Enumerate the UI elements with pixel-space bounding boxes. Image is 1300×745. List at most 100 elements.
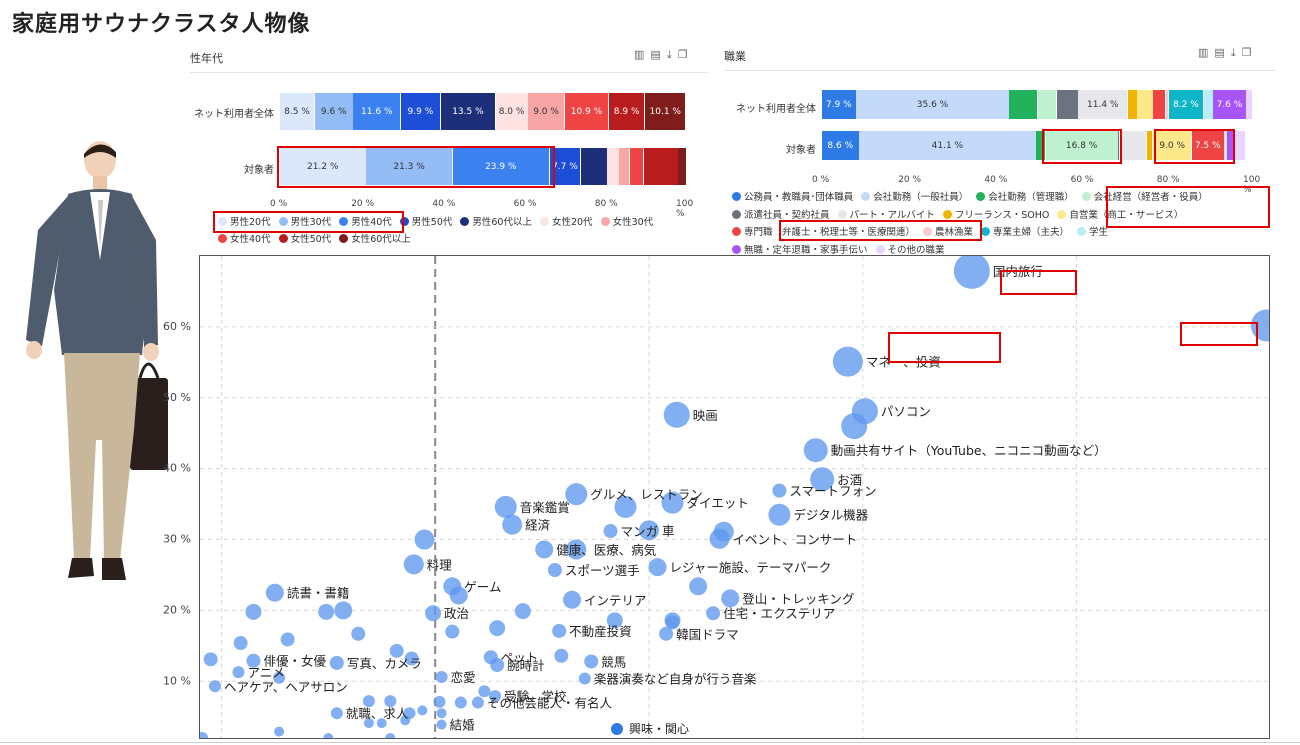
- point-label: 楽器演奏など自身が行う音楽: [594, 671, 757, 686]
- legend-item[interactable]: 女性60代以上: [331, 234, 411, 245]
- legend-label: 男性20代: [230, 217, 271, 228]
- legend-item[interactable]: 自営業（商工・サービス）: [1049, 209, 1183, 221]
- legend-item[interactable]: 専業主婦（主夫）: [973, 227, 1069, 238]
- download-icon[interactable]: ⤓: [666, 48, 678, 61]
- bar-segment: [629, 148, 644, 185]
- legend-dot-icon: [837, 209, 847, 219]
- axis-tick-label: 80 %: [1156, 175, 1180, 185]
- legend-item[interactable]: 男性40代: [331, 217, 392, 228]
- chart-icon[interactable]: ▥: [634, 48, 651, 61]
- page-title: 家庭用サウナクラスタ人物像: [12, 12, 311, 37]
- legend-item[interactable]: 会社勤務（一般社員）: [853, 192, 968, 203]
- bar-value-label: 8.0 %: [498, 106, 525, 117]
- axis-tick-label: 0 %: [812, 175, 830, 185]
- legend-item[interactable]: パート・アルバイト: [830, 209, 935, 221]
- y-tick-label: 50 %: [163, 391, 191, 404]
- download-icon[interactable]: ⤓: [1230, 46, 1242, 59]
- point-label: イベント、コンサート: [733, 532, 858, 547]
- legend-item[interactable]: 男性60代以上: [452, 217, 532, 228]
- scatter-point: [953, 252, 990, 289]
- legend-item[interactable]: 女性30代: [593, 217, 654, 228]
- bottom-divider: [0, 742, 1300, 743]
- copy-icon[interactable]: ❐: [677, 48, 694, 61]
- axis-tick-label: 60 %: [1070, 175, 1094, 185]
- highlight-box: [1180, 322, 1258, 346]
- legend-label: 女性40代: [230, 234, 271, 245]
- legend-label: 公務員・教職員･団体職員: [744, 192, 854, 203]
- y-tick-label: 60 %: [163, 320, 191, 333]
- job-toolbar: ▥▤⤓❐: [1198, 46, 1258, 60]
- scatter-point: [494, 495, 517, 518]
- legend-item[interactable]: フリーランス・SOHO: [935, 209, 1049, 221]
- scatter-point: [502, 514, 523, 535]
- legend-label: 会社勤務（管理職）: [988, 192, 1074, 203]
- point-label: スポーツ選手: [565, 563, 640, 578]
- point-label: 結婚: [450, 718, 476, 733]
- legend-label: 女性60代以上: [351, 234, 411, 245]
- legend-item[interactable]: 派遣社員・契約社員: [724, 209, 830, 221]
- legend-item[interactable]: 男性50代: [392, 217, 452, 228]
- legend-item[interactable]: その他の職業: [868, 244, 945, 256]
- scatter-point: [454, 696, 467, 709]
- point-label: インテリア: [584, 593, 647, 608]
- bar-value-label: 9.9 %: [407, 106, 434, 117]
- bar-segment: 8.6 %: [822, 131, 859, 160]
- bar-segment: 8.9 %: [608, 93, 645, 130]
- legend-item[interactable]: 女性40代: [210, 234, 271, 245]
- legend-item[interactable]: 農林漁業: [915, 227, 973, 238]
- scatter-point: [362, 695, 375, 708]
- document-icon[interactable]: ▤: [650, 48, 667, 61]
- axis-tick-label: 100 %: [676, 199, 694, 219]
- point-label: アニメ: [247, 665, 284, 680]
- legend-label: 農林漁業: [935, 227, 974, 238]
- legend-dot-icon: [732, 192, 741, 201]
- legend-item[interactable]: 女性20代: [532, 217, 593, 228]
- bar-segment: 11.6 %: [353, 93, 401, 130]
- bar-segment: [1165, 90, 1169, 119]
- scatter-point: [436, 719, 447, 730]
- legend-dot-icon: [1081, 192, 1091, 201]
- copy-icon[interactable]: ❐: [1241, 46, 1258, 59]
- chart-icon[interactable]: ▥: [1198, 46, 1215, 59]
- legend-item[interactable]: 男性30代: [271, 217, 331, 228]
- legend-label: 無職・定年退職・家事手伝い: [744, 244, 868, 256]
- age-axis: 0 % 20 % 40 % 60 % 80 % 100 %: [270, 199, 693, 219]
- legend-item[interactable]: 専門職（弁護士・税理士等・医療関連）: [724, 227, 915, 238]
- bar-value-label: 10.9 %: [570, 106, 603, 117]
- bar-value-label: 9.6 %: [320, 106, 347, 117]
- bar-segment: [1246, 90, 1253, 119]
- age-row-label: ネット利用者全体: [194, 109, 274, 120]
- legend-label: 女性30代: [612, 217, 654, 228]
- bar-segment: 16.8 %: [1045, 131, 1118, 160]
- legend-label: パート・アルバイト: [849, 209, 935, 221]
- bar-value-label: 10.1 %: [649, 106, 681, 117]
- legend-item[interactable]: 公務員・教職員･団体職員: [724, 192, 853, 203]
- bar-value-label: 8.5 %: [284, 106, 310, 117]
- scatter-point: [490, 657, 505, 672]
- document-icon[interactable]: ▤: [1214, 46, 1231, 59]
- legend-item[interactable]: 無職・定年退職・家事手伝い: [724, 244, 868, 256]
- legend-item[interactable]: 会社勤務（管理職）: [968, 192, 1074, 203]
- scatter-point: [203, 652, 218, 667]
- legend-item[interactable]: 男性20代: [210, 217, 271, 228]
- legend-item[interactable]: 学生: [1069, 227, 1108, 238]
- scatter-point: [665, 615, 680, 630]
- scatter-point: [841, 413, 868, 440]
- bar-segment: 7.6 %: [1213, 90, 1246, 119]
- point-label: デジタル機器: [793, 508, 868, 523]
- y-tick-label: 40 %: [163, 462, 191, 475]
- job-panel-title: 職業: [724, 50, 746, 63]
- scatter-point: [363, 718, 374, 729]
- legend-item[interactable]: 女性50代: [271, 234, 331, 245]
- bar-segment: 41.1 %: [859, 131, 1036, 160]
- bar-value-label: 16.8 %: [1065, 140, 1098, 151]
- bar-segment: [678, 148, 686, 185]
- scatter-point: [638, 520, 659, 541]
- legend-item[interactable]: 会社経営（経営者・役員）: [1074, 192, 1208, 203]
- scatter-point: [246, 653, 261, 668]
- point-label: 車: [662, 523, 675, 538]
- bar-segment: [607, 148, 619, 185]
- bar-segment: [1137, 90, 1153, 119]
- bar-value-label: 9.0 %: [533, 106, 559, 117]
- scatter-point: [832, 346, 863, 377]
